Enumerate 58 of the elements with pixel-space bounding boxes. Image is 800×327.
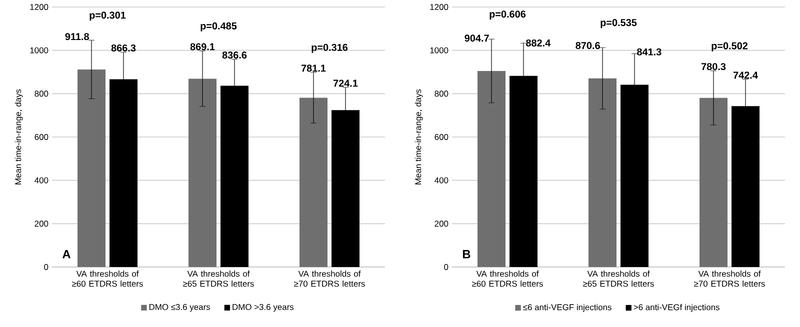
legend-label: DMO ≤3.6 years — [149, 304, 210, 312]
y-tick-label: 0 — [444, 264, 448, 270]
data-label: 841.3 — [637, 48, 662, 56]
y-tick-label: 1200 — [430, 4, 448, 10]
bar — [78, 69, 106, 267]
y-tick-label: 0 — [44, 264, 48, 270]
bar — [620, 84, 649, 267]
y-tick-label: 200 — [34, 220, 48, 227]
bar — [700, 98, 728, 267]
data-label: 870.6 — [576, 42, 600, 50]
bar — [478, 70, 506, 267]
x-tick-label: VA thresholds of ≥65 ETDRS letters — [583, 270, 654, 287]
annotation: p=0.301 — [90, 12, 126, 21]
y-axis-title: Mean time-in-range, days — [414, 89, 423, 184]
legend-label: DMO >3.6 years — [232, 304, 294, 312]
data-label: 904.7 — [464, 34, 489, 42]
x-tick-label: VA thresholds of ≥70 ETDRS letters — [294, 270, 365, 287]
data-label: 911.8 — [65, 33, 89, 40]
data-label: 869.1 — [190, 43, 215, 50]
y-tick-label: 200 — [434, 220, 448, 227]
y-tick-label: 800 — [434, 90, 448, 97]
bar — [220, 86, 248, 267]
legend-label: >6 anti-VEGf injections — [634, 304, 720, 312]
annotation: p=0.502 — [712, 42, 748, 52]
annotation: p=0.606 — [490, 10, 526, 20]
x-tick-label: VA thresholds of ≥60 ETDRS letters — [72, 270, 143, 287]
bar — [110, 79, 138, 267]
data-label: 724.1 — [333, 80, 358, 87]
y-tick-label: 1000 — [30, 47, 48, 54]
bar — [732, 106, 760, 267]
x-tick-label: VA thresholds of ≥65 ETDRS letters — [183, 270, 254, 287]
bar — [510, 76, 538, 267]
annotation: p=0.316 — [312, 44, 348, 53]
y-axis-title: Mean time-in-range, days — [14, 89, 23, 184]
y-tick-label: 600 — [34, 134, 48, 140]
data-label: 780.3 — [701, 63, 726, 70]
data-label: 742.4 — [733, 72, 758, 79]
bar — [332, 110, 360, 267]
x-tick-label: VA thresholds of ≥60 ETDRS letters — [472, 270, 543, 287]
y-tick-label: 600 — [434, 134, 448, 140]
data-label: 836.6 — [222, 52, 247, 59]
y-tick-label: 400 — [434, 177, 448, 184]
y-tick-label: 1000 — [430, 47, 448, 54]
y-tick-label: 400 — [34, 177, 48, 184]
y-tick-label: 800 — [34, 90, 48, 97]
bar — [300, 98, 328, 267]
y-tick-label: 1200 — [30, 4, 48, 10]
annotation: B — [462, 250, 470, 258]
annotation: p=0.535 — [600, 19, 637, 28]
data-label: 781.1 — [301, 64, 326, 72]
legend-label: ≤6 anti-VEGF injections — [523, 304, 612, 312]
annotation: A — [62, 250, 70, 258]
x-tick-label: VA thresholds of ≥70 ETDRS letters — [694, 270, 765, 287]
data-label: 882.4 — [526, 39, 551, 47]
bar — [588, 78, 617, 267]
bar — [188, 78, 216, 267]
data-label: 866.3 — [111, 44, 136, 52]
annotation: p=0.485 — [200, 22, 237, 32]
